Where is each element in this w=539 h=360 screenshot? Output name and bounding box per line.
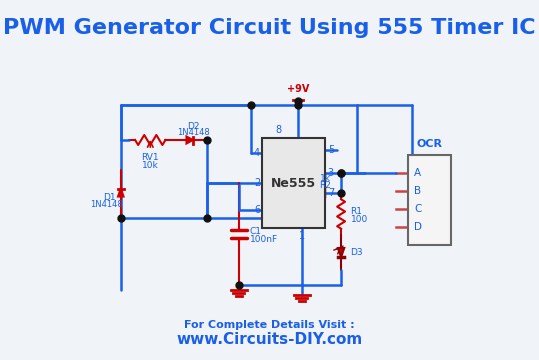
Text: 4: 4 [254,148,260,158]
Text: 100: 100 [350,215,368,224]
Text: 100nF: 100nF [250,234,278,243]
Text: 2: 2 [254,178,260,188]
Text: 8: 8 [275,125,281,135]
Text: Ne555: Ne555 [271,176,316,189]
Polygon shape [118,189,123,197]
Text: A: A [414,168,421,178]
Text: +9V: +9V [287,84,309,94]
Text: OCR: OCR [417,139,443,149]
Bar [408,155,451,245]
Bar [262,138,326,228]
Text: 1N4148: 1N4148 [90,200,123,209]
Text: 6: 6 [254,205,260,215]
Text: C: C [414,204,421,214]
Text: D3: D3 [350,248,363,257]
Text: D1: D1 [102,193,115,202]
Text: B: B [414,186,421,196]
Text: RV1: RV1 [141,153,159,162]
Text: C1: C1 [250,226,262,235]
Text: D: D [414,222,422,232]
Text: 1: 1 [299,231,305,241]
Polygon shape [338,248,344,257]
Text: 10k: 10k [142,161,158,170]
Text: R1: R1 [350,207,363,216]
Polygon shape [186,136,193,144]
Text: 1k: 1k [320,174,331,183]
Text: For Complete Details Visit :: For Complete Details Visit : [184,320,355,330]
Text: 1N4148: 1N4148 [177,128,210,137]
Text: R2: R2 [320,181,331,190]
Text: 7: 7 [328,188,334,198]
Text: 5: 5 [328,145,334,155]
Text: PWM Generator Circuit Using 555 Timer IC: PWM Generator Circuit Using 555 Timer IC [3,18,536,38]
Text: D2: D2 [188,122,200,131]
Text: 3: 3 [328,168,334,178]
Text: www.Circuits-DIY.com: www.Circuits-DIY.com [176,333,363,347]
